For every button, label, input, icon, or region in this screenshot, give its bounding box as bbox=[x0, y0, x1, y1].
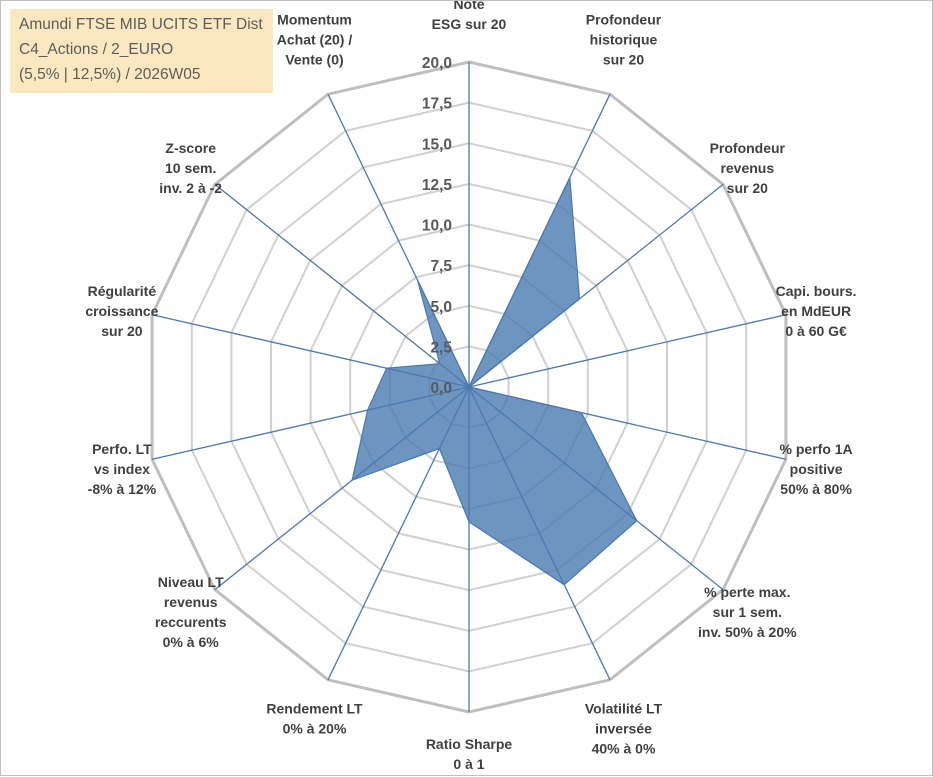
axis-label: Profondeur revenus sur 20 bbox=[710, 140, 786, 196]
axis-label-line: Perfo. LT bbox=[92, 441, 152, 457]
axis-label-line: croissance bbox=[85, 303, 158, 319]
axis-label-line: reccurents bbox=[155, 614, 227, 630]
axis-label-line: 40% à 0% bbox=[592, 741, 656, 757]
axis-label-line: Régularité bbox=[88, 283, 157, 299]
radial-tick-labels: 0,0 2,5 5,0 7,5 10,0 12,5 15,0 17,5 20,0 bbox=[422, 55, 453, 397]
axis-label: % perte max. sur 1 sem. inv. 50% à 20% bbox=[698, 584, 797, 640]
axis-label-line: historique bbox=[590, 31, 658, 47]
axis-label-line: % perte max. bbox=[704, 584, 790, 600]
axis-label-line: -8% à 12% bbox=[88, 481, 157, 497]
axis-label-line: sur 20 bbox=[101, 323, 142, 339]
tick-label: 2,5 bbox=[430, 339, 452, 356]
axis-label: Z-score 10 sem. inv. 2 à -2 bbox=[159, 140, 222, 196]
tick-label: 7,5 bbox=[430, 258, 452, 275]
axis-label-line: Profondeur bbox=[710, 140, 786, 156]
axis-label-line: 0 à 60 G€ bbox=[785, 323, 847, 339]
axis-label-line: Vente (0) bbox=[285, 51, 343, 67]
axis-label: Niveau LT revenus reccurents 0% à 6% bbox=[155, 574, 227, 650]
axis-spoke bbox=[214, 183, 470, 388]
axis-label-line: Ratio Sharpe bbox=[426, 736, 513, 752]
axis-label-line: inv. 50% à 20% bbox=[698, 624, 797, 640]
axis-label-line: 0% à 20% bbox=[283, 721, 347, 737]
axis-label: Volatilité LT inversée 40% à 0% bbox=[585, 701, 663, 757]
axis-label: Régularité croissance sur 20 bbox=[85, 283, 158, 339]
axis-label-line: Momentum bbox=[277, 11, 352, 27]
axis-label-line: inversée bbox=[595, 721, 652, 737]
axis-label-line: revenus bbox=[720, 160, 774, 176]
tick-label: 15,0 bbox=[422, 136, 452, 153]
tick-label: 10,0 bbox=[422, 218, 452, 235]
tick-label: 12,5 bbox=[422, 177, 453, 194]
axis-labels: Note ESG sur 20 Profondeur historique sur 20… bbox=[85, 1, 856, 772]
axis-label-line: Niveau LT bbox=[158, 574, 224, 590]
title-line-3: (5,5% | 12,5%) / 2026W05 bbox=[19, 66, 201, 83]
axis-label-line: 0% à 6% bbox=[163, 634, 220, 650]
axis-label-line: sur 20 bbox=[603, 51, 644, 67]
axis-label: Momentum Achat (20) / Vente (0) bbox=[277, 11, 353, 67]
axis-label-line: ESG sur 20 bbox=[432, 16, 507, 32]
axis-label-line: Achat (20) / bbox=[277, 31, 353, 47]
axis-label: Note ESG sur 20 bbox=[432, 1, 507, 32]
title-line-2: C4_Actions / 2_EURO bbox=[19, 41, 174, 58]
title-line-1: Amundi FTSE MIB UCITS ETF Dist bbox=[19, 16, 263, 33]
chart-title-box: Amundi FTSE MIB UCITS ETF Dist C4_Action… bbox=[10, 9, 273, 93]
axis-label-line: en MdEUR bbox=[781, 303, 851, 319]
axis-label: Ratio Sharpe 0 à 1 bbox=[426, 736, 513, 772]
axis-label-line: Volatilité LT bbox=[585, 701, 663, 717]
axis-label-line: vs index bbox=[94, 461, 150, 477]
axis-label-line: sur 20 bbox=[727, 180, 768, 196]
tick-label: 20,0 bbox=[422, 55, 452, 72]
axis-label: % perfo 1A positive 50% à 80% bbox=[780, 441, 853, 497]
axis-label-line: Capi. bours. bbox=[776, 283, 857, 299]
tick-label: 0,0 bbox=[430, 380, 452, 397]
axis-label: Rendement LT 0% à 20% bbox=[266, 701, 363, 737]
axis-label-line: positive bbox=[790, 461, 843, 477]
series-area bbox=[351, 175, 638, 586]
radar-series bbox=[351, 175, 638, 586]
axis-label: Profondeur historique sur 20 bbox=[586, 11, 662, 67]
axis-label-line: Z-score bbox=[165, 140, 216, 156]
axis-label: Perfo. LT vs index -8% à 12% bbox=[88, 441, 157, 497]
tick-label: 5,0 bbox=[430, 299, 452, 316]
axis-label-line: Rendement LT bbox=[266, 701, 363, 717]
axis-label-line: revenus bbox=[164, 594, 218, 610]
axis-label-line: % perfo 1A bbox=[780, 441, 853, 457]
axis-label-line: Note bbox=[453, 1, 484, 12]
axis-label-line: 50% à 80% bbox=[780, 481, 852, 497]
axis-label-line: Profondeur bbox=[586, 11, 662, 27]
axis-label-line: 10 sem. bbox=[165, 160, 216, 176]
axis-label-line: sur 1 sem. bbox=[713, 604, 782, 620]
axis-spoke bbox=[468, 314, 787, 388]
axis-label-line: 0 à 1 bbox=[453, 756, 484, 772]
axis-label: Capi. bours. en MdEUR 0 à 60 G€ bbox=[776, 283, 857, 339]
tick-label: 17,5 bbox=[422, 96, 453, 113]
axis-label-line: inv. 2 à -2 bbox=[159, 180, 222, 196]
